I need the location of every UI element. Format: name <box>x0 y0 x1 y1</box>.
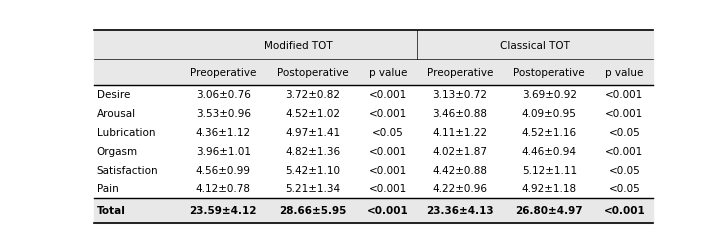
Text: 23.59±4.12: 23.59±4.12 <box>190 206 257 216</box>
Text: 3.53±0.96: 3.53±0.96 <box>196 109 251 119</box>
Text: Classical TOT: Classical TOT <box>500 41 570 51</box>
Text: Total: Total <box>97 206 125 216</box>
Text: <0.001: <0.001 <box>367 206 409 216</box>
Text: Preoperative: Preoperative <box>190 68 257 78</box>
Text: Desire: Desire <box>97 90 130 100</box>
Text: 4.42±0.88: 4.42±0.88 <box>433 165 487 175</box>
Text: 28.66±5.95: 28.66±5.95 <box>279 206 346 216</box>
Text: Lubrication: Lubrication <box>97 128 155 137</box>
Text: 4.82±1.36: 4.82±1.36 <box>285 146 340 156</box>
Text: Pain: Pain <box>97 184 119 194</box>
Text: 5.12±1.11: 5.12±1.11 <box>522 165 577 175</box>
Text: 4.52±1.02: 4.52±1.02 <box>285 109 340 119</box>
Text: <0.001: <0.001 <box>369 90 407 100</box>
Text: 26.80±4.97: 26.80±4.97 <box>515 206 583 216</box>
Text: 3.46±0.88: 3.46±0.88 <box>433 109 487 119</box>
Text: <0.001: <0.001 <box>369 146 407 156</box>
Text: <0.001: <0.001 <box>606 109 643 119</box>
Text: 3.96±1.01: 3.96±1.01 <box>196 146 251 156</box>
Text: Arousal: Arousal <box>97 109 136 119</box>
Text: Preoperative: Preoperative <box>427 68 493 78</box>
Text: <0.001: <0.001 <box>606 146 643 156</box>
Text: <0.05: <0.05 <box>608 165 640 175</box>
Text: <0.001: <0.001 <box>369 109 407 119</box>
Bar <box>94 60 653 86</box>
Text: 5.21±1.34: 5.21±1.34 <box>285 184 340 194</box>
Text: <0.05: <0.05 <box>608 184 640 194</box>
Text: 4.56±0.99: 4.56±0.99 <box>196 165 251 175</box>
Text: 4.97±1.41: 4.97±1.41 <box>285 128 340 137</box>
Text: p value: p value <box>369 68 407 78</box>
Text: 5.42±1.10: 5.42±1.10 <box>285 165 340 175</box>
Text: <0.001: <0.001 <box>606 90 643 100</box>
Text: 4.02±1.87: 4.02±1.87 <box>433 146 487 156</box>
Text: 4.22±0.96: 4.22±0.96 <box>433 184 487 194</box>
Text: 4.09±0.95: 4.09±0.95 <box>522 109 577 119</box>
Text: <0.05: <0.05 <box>608 128 640 137</box>
Text: <0.001: <0.001 <box>369 184 407 194</box>
Text: 23.36±4.13: 23.36±4.13 <box>426 206 494 216</box>
Text: 4.92±1.18: 4.92±1.18 <box>522 184 577 194</box>
Text: 3.69±0.92: 3.69±0.92 <box>522 90 577 100</box>
Text: <0.05: <0.05 <box>372 128 403 137</box>
Text: 4.46±0.94: 4.46±0.94 <box>522 146 577 156</box>
Text: <0.001: <0.001 <box>369 165 407 175</box>
Text: <0.001: <0.001 <box>603 206 646 216</box>
Text: 3.72±0.82: 3.72±0.82 <box>285 90 340 100</box>
Text: Postoperative: Postoperative <box>277 68 348 78</box>
Text: 4.52±1.16: 4.52±1.16 <box>522 128 577 137</box>
Text: Modified TOT: Modified TOT <box>264 41 333 51</box>
Text: Orgasm: Orgasm <box>97 146 137 156</box>
Bar <box>94 31 653 60</box>
Text: p value: p value <box>605 68 643 78</box>
Text: 3.06±0.76: 3.06±0.76 <box>196 90 251 100</box>
Text: Postoperative: Postoperative <box>513 68 585 78</box>
Text: 4.11±1.22: 4.11±1.22 <box>432 128 487 137</box>
Text: 4.12±0.78: 4.12±0.78 <box>196 184 251 194</box>
Text: 3.13±0.72: 3.13±0.72 <box>433 90 487 100</box>
Bar <box>94 198 653 223</box>
Text: 4.36±1.12: 4.36±1.12 <box>196 128 251 137</box>
Text: Satisfaction: Satisfaction <box>97 165 158 175</box>
